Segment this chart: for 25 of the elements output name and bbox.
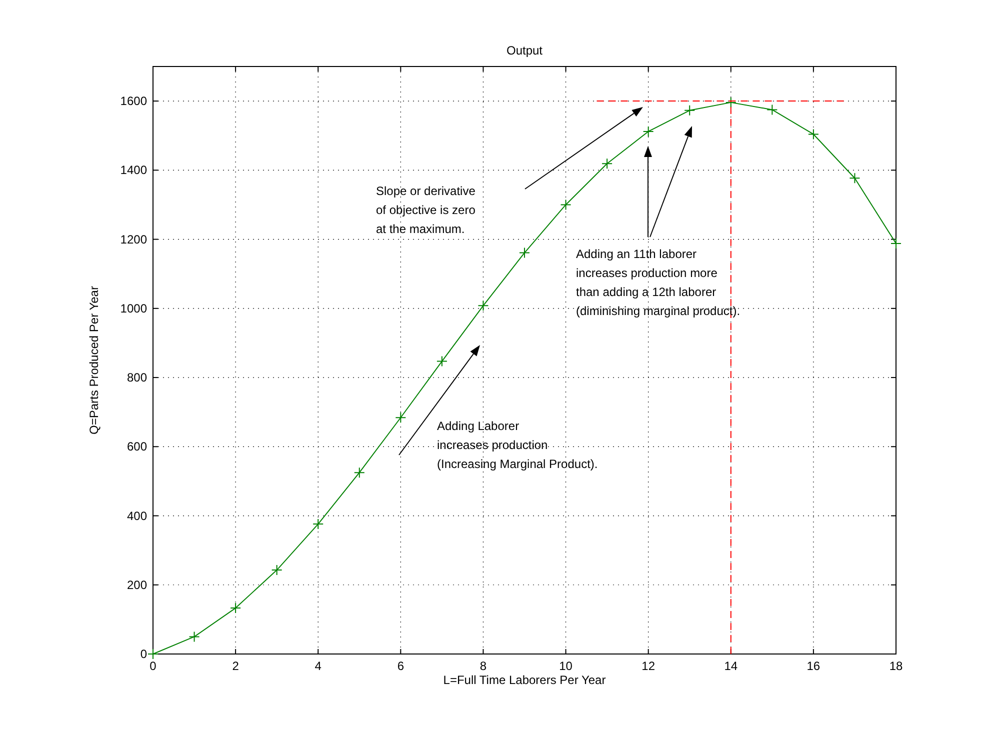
- x-tick-label: 18: [889, 659, 903, 673]
- x-tick-label: 2: [232, 659, 240, 673]
- y-tick-label: 0: [140, 647, 148, 661]
- y-tick-label: 800: [126, 370, 148, 385]
- annotation: Adding Laborer increases production (Increasing Marginal Product).: [437, 419, 598, 471]
- x-axis-title: L=Full Time Laborers Per Year: [443, 673, 606, 687]
- y-tick-label: 200: [126, 578, 148, 592]
- y-tick-label: 1000: [120, 301, 148, 316]
- y-tick-label: 600: [126, 440, 148, 454]
- x-tick-label: 12: [642, 659, 656, 673]
- x-tick-label: 14: [724, 659, 738, 673]
- x-tick-label: 6: [397, 659, 404, 673]
- annotation: Adding an 11th laborer increases production more than adding a 12th laborer (diminishing marginal product).: [576, 247, 740, 318]
- x-tick-label: 10: [559, 659, 573, 673]
- y-tick-label: 1600: [120, 94, 148, 108]
- y-tick-label: 1400: [120, 163, 148, 178]
- chart-title: Output: [506, 44, 544, 58]
- x-tick-label: 0: [150, 659, 157, 673]
- y-tick-label: 400: [126, 508, 148, 523]
- x-tick-label: 16: [806, 659, 820, 673]
- y-axis-title: Q=Parts Produced Per Year: [87, 286, 101, 434]
- x-tick-label: 8: [480, 659, 487, 673]
- annotation: Slope or derivative of objective is zero at the maximum.: [376, 184, 476, 236]
- y-tick-label: 1200: [120, 232, 148, 246]
- x-tick-label: 4: [314, 659, 322, 673]
